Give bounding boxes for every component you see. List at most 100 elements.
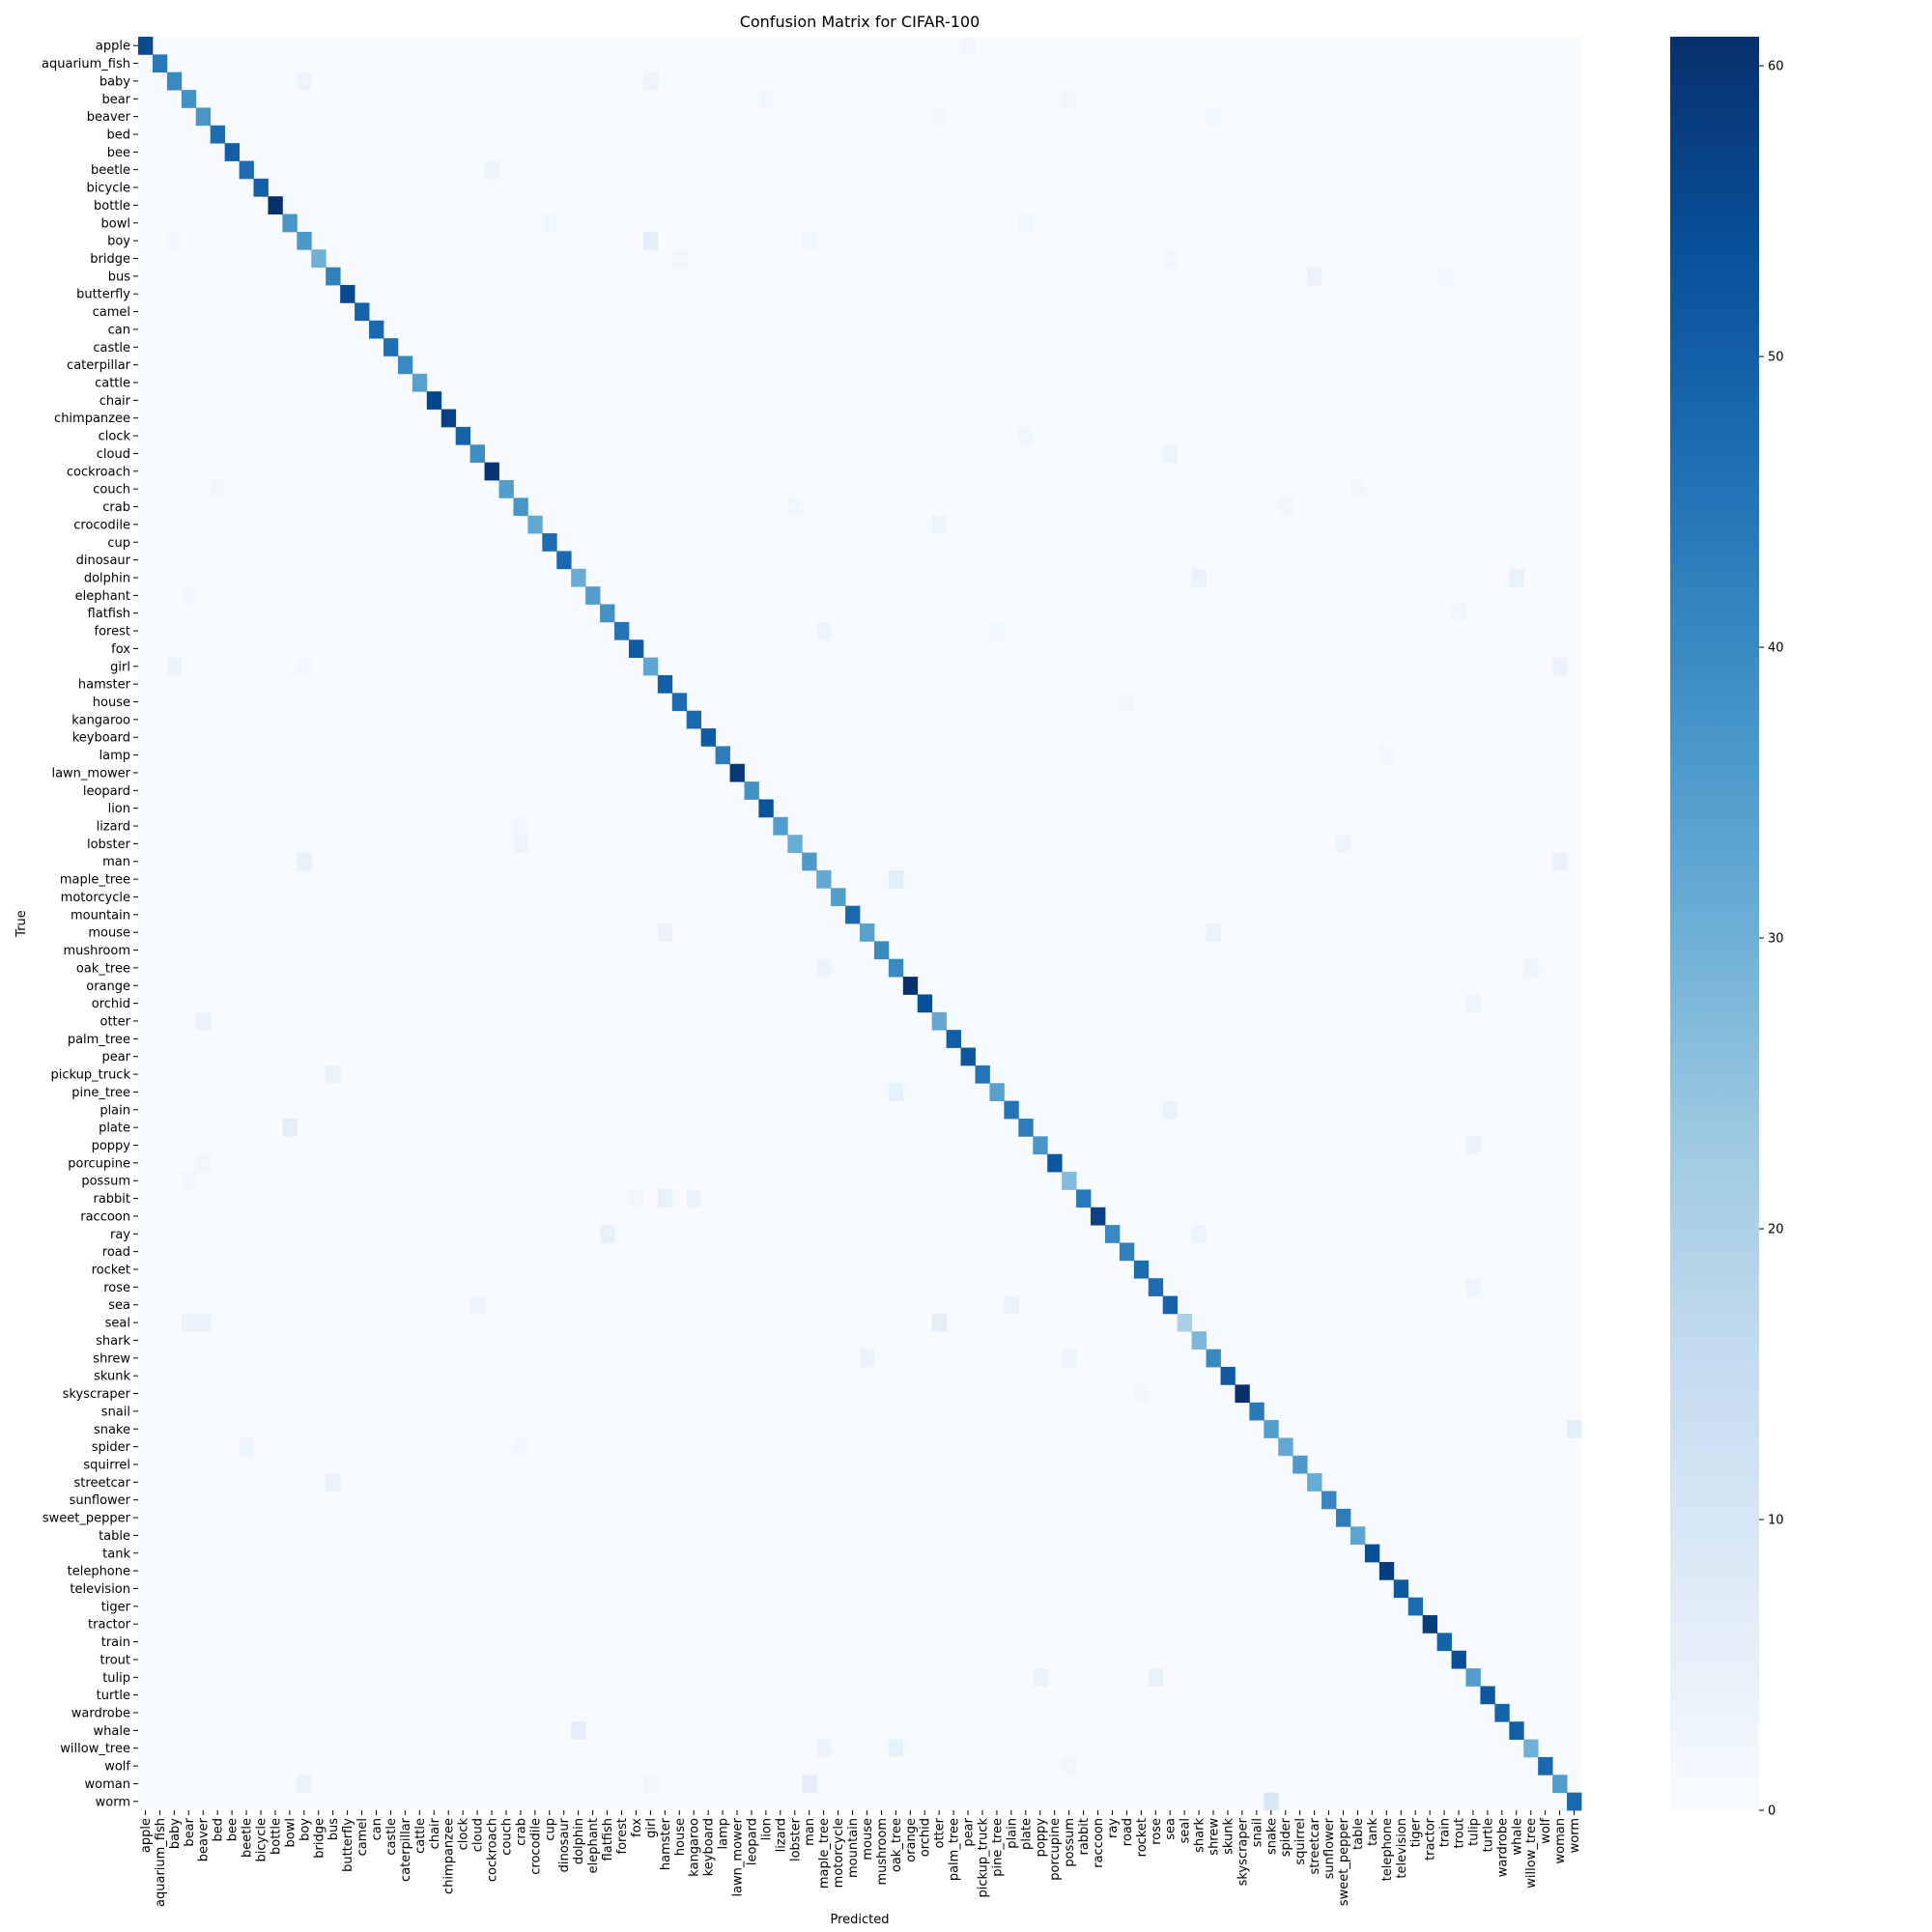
y-tick-label: rabbit [93, 1192, 130, 1207]
y-tick-label: otter [100, 1014, 131, 1029]
heatmap-cell [1018, 213, 1034, 233]
y-tick-label: television [70, 1582, 130, 1597]
heatmap-cell-diagonal [657, 674, 673, 694]
x-tick-label: otter [933, 1817, 948, 1848]
heatmap-cell-diagonal [542, 533, 557, 552]
x-tick-label: possum [1063, 1818, 1077, 1867]
heatmap-cell [1004, 1295, 1019, 1315]
x-tick-label: orchid [919, 1818, 933, 1857]
x-tick-label: dinosaur [557, 1817, 572, 1872]
heatmap-cell [1307, 267, 1322, 286]
y-tick-label: willow_tree [60, 1742, 130, 1756]
y-tick-label: lion [108, 802, 130, 816]
heatmap-cell [802, 1775, 817, 1794]
x-tick-label: willow_tree [1524, 1818, 1539, 1889]
y-tick-label: turtle [97, 1689, 130, 1703]
heatmap-cell-diagonal [1249, 1402, 1264, 1421]
heatmap-cell [860, 1349, 875, 1368]
heatmap-cell-diagonal [1407, 1597, 1424, 1616]
y-tick-label: snail [101, 1405, 130, 1419]
y-tick-label: hamster [78, 678, 131, 693]
heatmap-cell [513, 835, 528, 853]
x-tick-label: ray [1106, 1818, 1121, 1838]
heatmap-cell-diagonal [1119, 1242, 1135, 1262]
y-tick-label: pear [101, 1050, 130, 1065]
x-tick-label: rabbit [1077, 1818, 1092, 1856]
x-tick-label: girl [644, 1818, 659, 1838]
heatmap-cell [1119, 693, 1135, 712]
x-tick-label: dolphin [572, 1818, 586, 1864]
y-tick-label: bear [101, 93, 130, 107]
x-tick-label: caterpillar [399, 1817, 413, 1882]
y-tick-label: apple [96, 40, 130, 54]
x-tick-label: sunflower [1322, 1817, 1337, 1879]
y-tick-label: aquarium_fish [42, 57, 130, 71]
y-tick-label: orange [86, 980, 130, 994]
y-tick-label: tiger [101, 1600, 131, 1614]
x-tick-label: pear [962, 1817, 977, 1846]
y-tick-label: oak_tree [76, 961, 130, 976]
heatmap-cell-diagonal [556, 551, 572, 570]
heatmap-cell-diagonal [946, 1030, 961, 1048]
heatmap-cell-diagonal [181, 90, 197, 108]
y-tick-label: skyscraper [63, 1387, 131, 1402]
y-tick-label: lizard [97, 820, 130, 835]
y-axis-label: True [14, 910, 29, 938]
x-tick-label: oak_tree [890, 1818, 904, 1872]
y-tick-label: raccoon [80, 1209, 130, 1224]
y-tick-label: rocket [92, 1264, 130, 1278]
heatmap-cell [282, 1118, 298, 1137]
heatmap-cell-diagonal [773, 816, 788, 836]
heatmap-cell-diagonal [469, 444, 485, 464]
x-tick-labels: apple aquarium_fish baby bear beaver bed bee be… [139, 1810, 1582, 1907]
heatmap-cell-diagonal [1567, 1792, 1582, 1811]
heatmap-cell [542, 213, 557, 233]
x-tick-label: lamp [717, 1818, 731, 1850]
heatmap-cell-diagonal [1062, 1172, 1077, 1190]
heatmap-cell-diagonal [268, 196, 283, 214]
heatmap-cell [571, 1721, 586, 1740]
x-tick-label: kangaroo [688, 1818, 702, 1877]
x-tick-label: rose [1150, 1818, 1164, 1845]
y-tick-label: pickup_truck [51, 1068, 131, 1083]
heatmap-cell-diagonal [152, 54, 168, 73]
heatmap-cell-diagonal [455, 426, 471, 445]
x-tick-label: tulip [1466, 1818, 1481, 1846]
x-tick-label: leopard [745, 1818, 759, 1865]
y-tick-label: cup [107, 536, 130, 551]
heatmap-cell [181, 1172, 197, 1190]
y-tick-label: flatfish [88, 607, 130, 621]
heatmap-cell [642, 71, 659, 91]
x-tick-label: camel [355, 1818, 370, 1856]
y-tick-label: porcupine [68, 1156, 130, 1171]
x-tick-label: crab [514, 1818, 528, 1846]
y-tick-label: leopard [83, 784, 130, 799]
heatmap-cell-diagonal [1465, 1668, 1481, 1687]
x-tick-label: snail [1250, 1818, 1264, 1847]
x-tick-label: maple_tree [817, 1818, 832, 1889]
heatmap-cell [1567, 1420, 1582, 1438]
heatmap-cell [1162, 1100, 1179, 1120]
x-tick-label: bottle [269, 1818, 283, 1855]
x-tick-label: pickup_truck [976, 1818, 990, 1898]
x-tick-label: woman [1553, 1818, 1568, 1863]
heatmap-cell [642, 231, 659, 250]
y-tick-label: road [102, 1245, 130, 1260]
x-tick-label: bed [212, 1818, 226, 1842]
y-tick-label: tulip [102, 1671, 130, 1686]
colorbar-tick-label: 30 [1768, 932, 1784, 947]
x-tick-label: bridge [312, 1818, 327, 1859]
x-tick-label: crocodile [528, 1818, 543, 1875]
chart-title: Confusion Matrix for CIFAR-100 [740, 13, 980, 31]
x-tick-label: butterfly [341, 1818, 355, 1872]
x-tick-label: lizard [774, 1818, 788, 1852]
y-tick-label: lawn_mower [51, 766, 130, 781]
heatmap-cell [931, 107, 948, 127]
heatmap-cell [1278, 497, 1293, 517]
heatmap-cell [1062, 1349, 1077, 1368]
heatmap-cell-diagonal [585, 586, 601, 605]
heatmap-cell [802, 231, 817, 250]
heatmap-cell-diagonal [1162, 1295, 1179, 1315]
heatmap-cell-diagonal [340, 285, 355, 303]
